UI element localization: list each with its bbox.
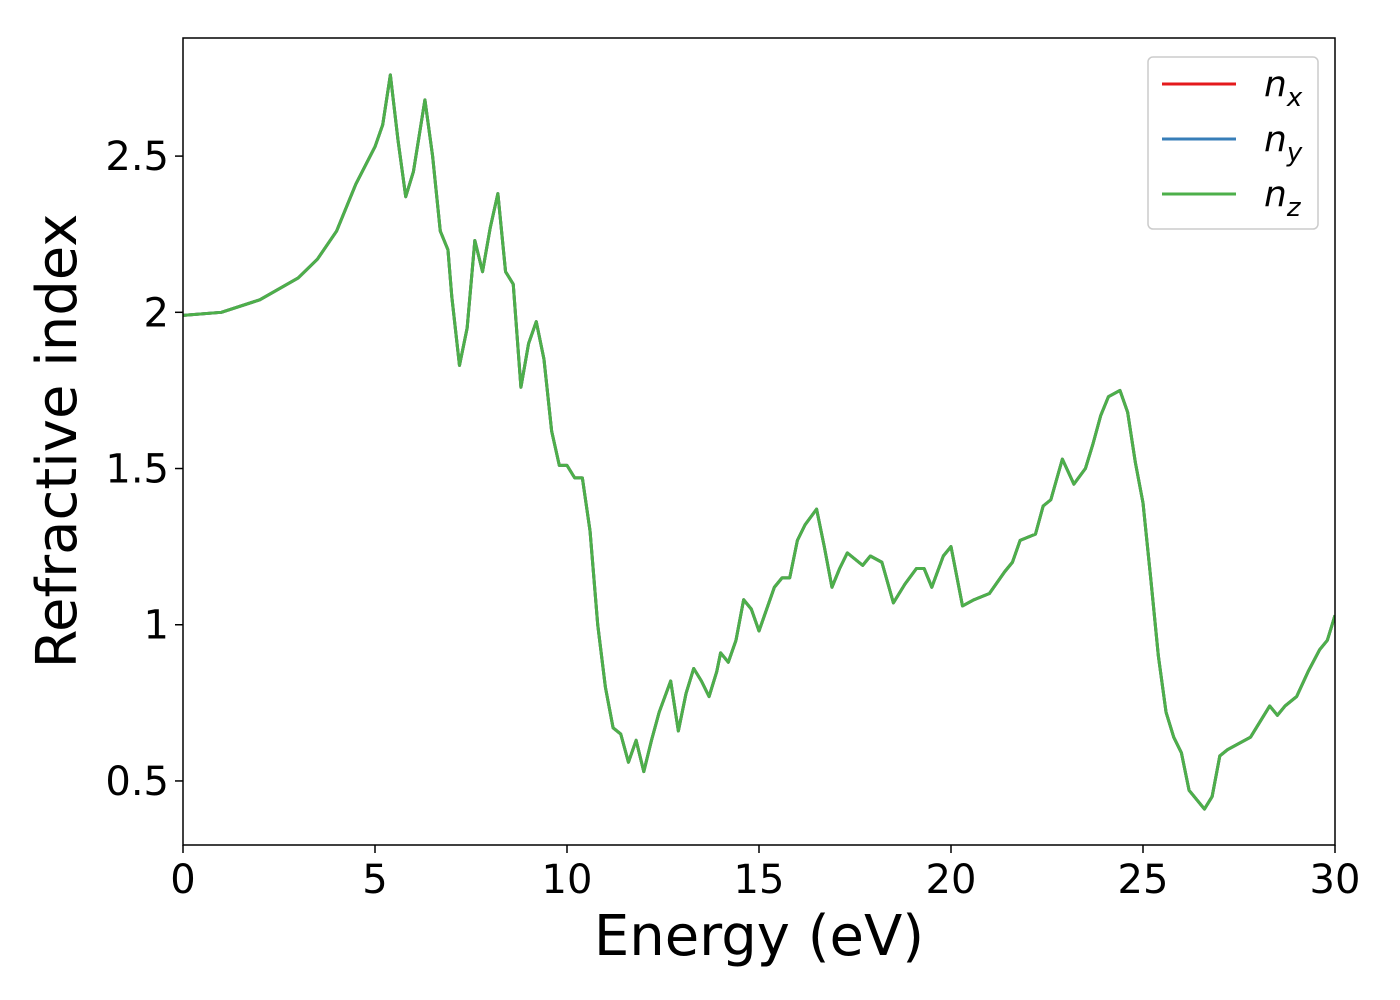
x-tick-label: 15 <box>734 857 785 903</box>
legend-label: ny <box>1264 119 1303 168</box>
y-tick-label: 1.5 <box>105 447 169 493</box>
x-tick-label: 30 <box>1310 857 1361 903</box>
x-tick-label: 5 <box>362 857 387 903</box>
legend-label: nz <box>1264 174 1302 223</box>
plot-frame <box>182 37 1336 846</box>
line <box>183 73 1335 811</box>
y-tick-label: 2.5 <box>105 134 169 180</box>
y-tick-label: 1 <box>144 603 169 649</box>
x-tick-label: 10 <box>542 857 593 903</box>
y-tick-label: 0.5 <box>105 759 169 805</box>
y-tick-label: 2 <box>144 290 169 336</box>
x-tick-label: 0 <box>170 857 195 903</box>
x-tick-label: 20 <box>926 857 977 903</box>
x-tick-label: 25 <box>1118 857 1169 903</box>
legend-label: nx <box>1264 64 1303 113</box>
x-axis-label: Energy (eV) <box>594 904 924 969</box>
y-axis-label: Refractive index <box>25 214 90 669</box>
legend-box <box>1147 56 1319 230</box>
